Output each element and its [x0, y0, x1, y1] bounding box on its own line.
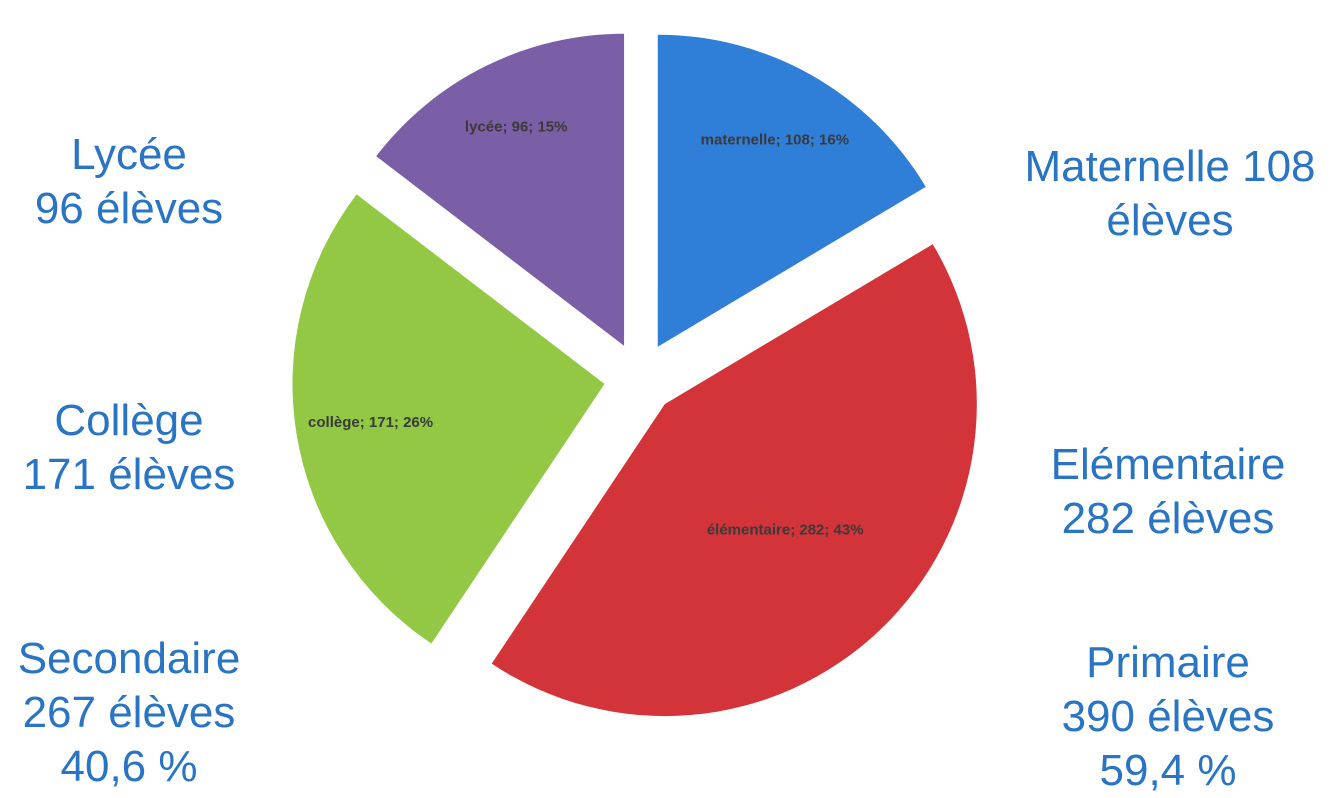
- label-elementaire-count: 282 élèves: [1061, 494, 1275, 543]
- label-elementaire: Elémentaire 282 élèves: [1010, 438, 1326, 546]
- label-maternelle-unit: élèves: [1106, 196, 1234, 245]
- pie-slice-0: [657, 34, 926, 347]
- pie-slice-2: [292, 194, 605, 644]
- label-college: Collège 171 élèves: [0, 394, 258, 502]
- pie-slice-1: [491, 244, 977, 717]
- label-primaire: Primaire 390 élèves 59,4 %: [1010, 636, 1326, 798]
- pie-slice-label-3: lycée; 96; 15%: [465, 119, 568, 136]
- label-secondaire-name: Secondaire: [17, 634, 241, 683]
- label-elementaire-name: Elémentaire: [1050, 440, 1286, 489]
- label-college-count: 171 élèves: [22, 450, 236, 499]
- label-primaire-count: 390 élèves: [1061, 692, 1275, 741]
- label-secondaire-percent: 40,6 %: [60, 742, 198, 791]
- pie-slice-label-1: élémentaire; 282; 43%: [707, 522, 864, 539]
- label-secondaire: Secondaire 267 élèves 40,6 %: [0, 632, 258, 794]
- label-maternelle: Maternelle 108 élèves: [1004, 140, 1336, 248]
- pie-slice-3: [376, 33, 625, 346]
- label-maternelle-name: Maternelle 108: [1024, 142, 1316, 191]
- pie-slice-label-0: maternelle; 108; 16%: [701, 131, 849, 148]
- label-lycee-count: 96 élèves: [34, 184, 224, 233]
- label-primaire-name: Primaire: [1086, 638, 1250, 687]
- label-lycee-name: Lycée: [71, 130, 187, 179]
- label-primaire-percent: 59,4 %: [1099, 746, 1237, 795]
- label-lycee: Lycée 96 élèves: [0, 128, 258, 236]
- label-college-name: Collège: [54, 396, 204, 445]
- pie-slice-label-2: collège; 171; 26%: [308, 414, 433, 431]
- label-secondaire-count: 267 élèves: [22, 688, 236, 737]
